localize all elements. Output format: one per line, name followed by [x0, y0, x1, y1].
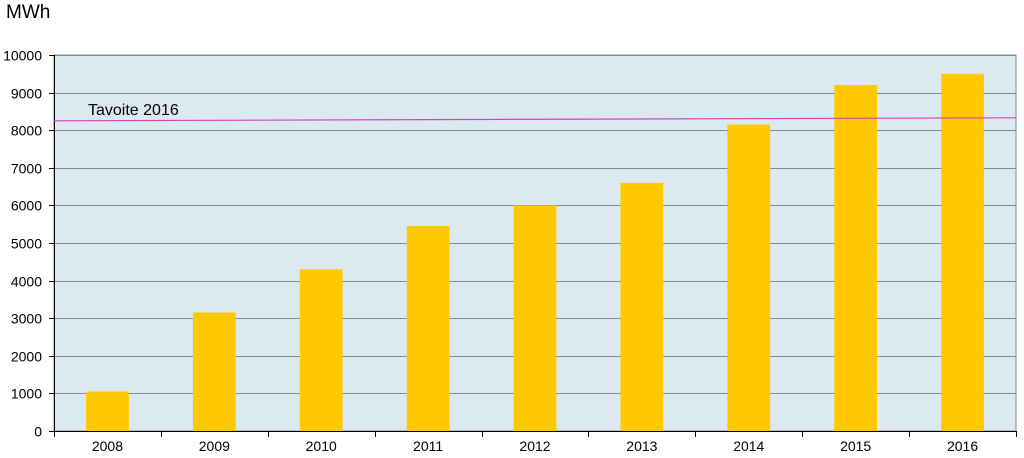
bar-2009: [192, 312, 236, 431]
y-axis-ticks: 0 1000 2000 3000 4000 5000 6000 7000 8000 9000 100…: [3, 48, 55, 440]
x-tick-label: 2016: [947, 438, 978, 454]
target-line-group: Tavoite 2016: [53, 102, 1017, 122]
x-tick-label: 2009: [199, 438, 230, 454]
y-tick-label: 6000: [11, 198, 42, 214]
x-tick-label: 2010: [306, 438, 337, 454]
bars: [86, 73, 984, 432]
x-tick-label: 2011: [413, 438, 443, 454]
y-tick-label: 7000: [11, 161, 42, 177]
x-axis: 2008 2009 2010 2011 2012 2013 2014 2015 2016: [54, 431, 1017, 454]
target-line: [53, 117, 1017, 122]
bar-2012: [513, 205, 557, 431]
y-tick-label: 8000: [11, 123, 42, 139]
bar-2016: [941, 73, 984, 432]
y-tick-label: 4000: [11, 274, 42, 290]
bar-2011: [406, 226, 450, 431]
x-tick-label: 2015: [840, 438, 871, 454]
bar-2013: [620, 182, 664, 431]
x-tick-label: 2008: [92, 438, 123, 454]
bar-2015: [834, 85, 878, 431]
x-tick-label: 2013: [626, 438, 657, 454]
y-axis-unit-label: MWh: [6, 2, 51, 23]
y-tick-label: 5000: [11, 236, 42, 252]
x-tick-label: 2012: [519, 438, 550, 454]
y-tick-label: 10000: [3, 48, 42, 64]
y-tick-label: 2000: [11, 349, 42, 365]
bar-2014: [727, 124, 771, 431]
x-tick-label: 2014: [733, 438, 764, 454]
y-tick-label: 3000: [11, 311, 42, 327]
y-tick-label: 9000: [11, 86, 42, 102]
y-tick-label: 1000: [11, 386, 42, 402]
y-tick-label: 0: [34, 424, 42, 440]
bar-2008: [86, 391, 129, 431]
bar-2010: [299, 269, 343, 431]
target-line-label: Tavoite 2016: [88, 102, 179, 119]
